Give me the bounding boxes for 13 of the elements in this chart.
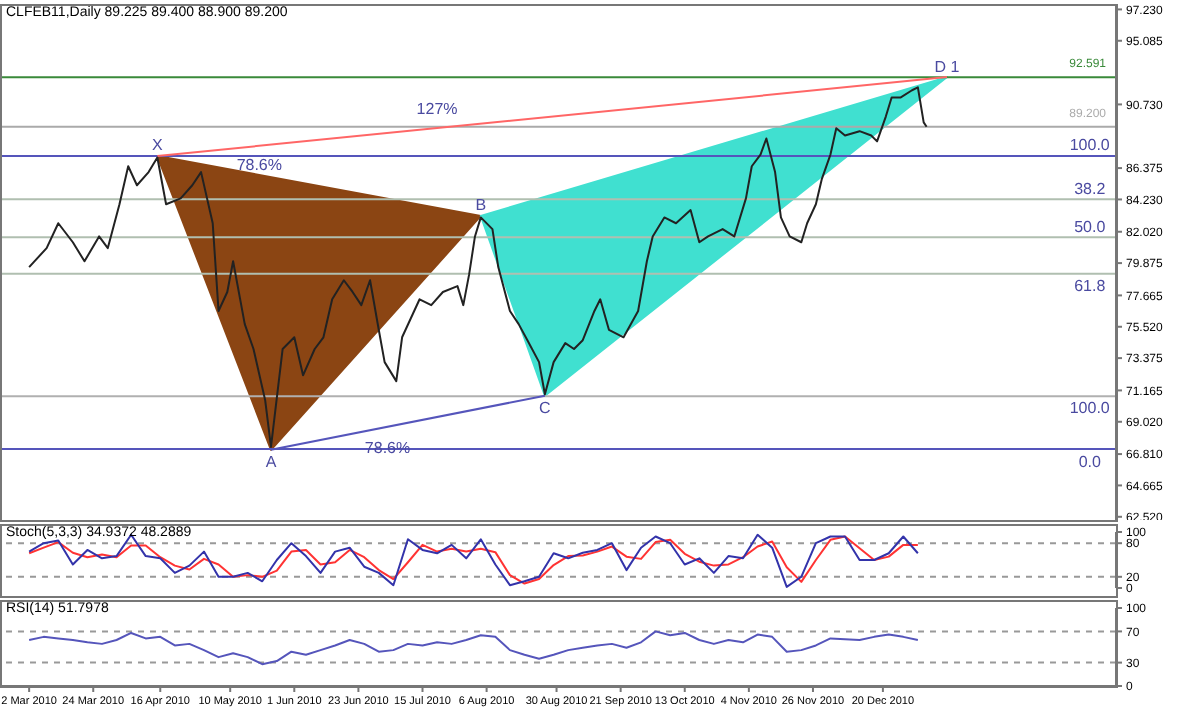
annotation: 78.6%	[236, 155, 282, 174]
annotation: 100.0	[1069, 136, 1110, 155]
annotation: 0.0	[1078, 451, 1101, 470]
annotation: 127%	[416, 101, 458, 120]
annotation: C	[539, 398, 551, 417]
annotation: A	[265, 452, 277, 471]
annotation: 50.0	[1074, 217, 1106, 236]
annotation: X	[152, 136, 163, 155]
annotation: 61.8	[1074, 276, 1106, 295]
annotation: 100.0	[1069, 398, 1110, 417]
annotation: 38.2	[1074, 179, 1106, 198]
annotation: D 1	[934, 57, 960, 76]
annotation: B	[475, 196, 487, 215]
